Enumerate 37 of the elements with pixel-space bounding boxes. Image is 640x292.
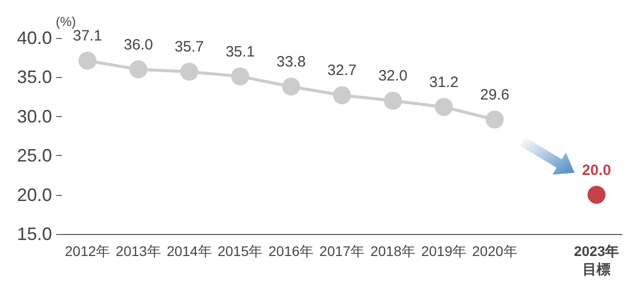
x-tick-label: 2016年 <box>268 243 314 259</box>
x-tick-label: 2018年 <box>370 243 416 259</box>
data-label: 33.8 <box>276 54 306 71</box>
point <box>129 60 148 78</box>
data-label: 35.7 <box>174 38 204 56</box>
y-tick-label: 35.0 <box>16 67 52 88</box>
point <box>588 186 606 204</box>
point <box>180 62 198 81</box>
point <box>78 52 96 70</box>
data-label: 32.7 <box>327 62 357 80</box>
y-tick-label: 20.0 <box>16 184 52 205</box>
x-tick-label: 2023年目標 <box>574 243 620 277</box>
y-tick-label: 30.0 <box>16 106 52 126</box>
y-tick-label: 40.0 <box>16 28 52 48</box>
x-tick-label: 2017年 <box>319 243 365 259</box>
data-label: 31.2 <box>429 74 458 91</box>
point <box>333 86 351 104</box>
point <box>384 92 402 110</box>
x-tick-label: 2013年 <box>116 243 161 259</box>
y-tick-label: 25.0 <box>16 146 52 166</box>
x-tick-label: 2019年 <box>421 243 466 259</box>
point <box>434 98 453 116</box>
y-axis-title: (%) <box>56 14 76 29</box>
data-label: 32.0 <box>378 68 408 85</box>
data-label: 36.0 <box>124 36 153 54</box>
x-tick-label: 2015年 <box>218 243 263 259</box>
x-tick-label: 2014年 <box>166 243 212 259</box>
data-label: 37.1 <box>72 28 102 45</box>
x-tick-label: 2020年 <box>472 243 518 259</box>
point <box>282 78 300 96</box>
data-label: 29.6 <box>480 86 510 104</box>
point <box>231 67 250 86</box>
point <box>486 110 504 129</box>
x-tick-label: 2012年 <box>64 243 110 259</box>
data-label: 20.0 <box>582 162 612 179</box>
y-tick-label: 15.0 <box>16 224 52 244</box>
data-label: 35.1 <box>226 43 255 60</box>
